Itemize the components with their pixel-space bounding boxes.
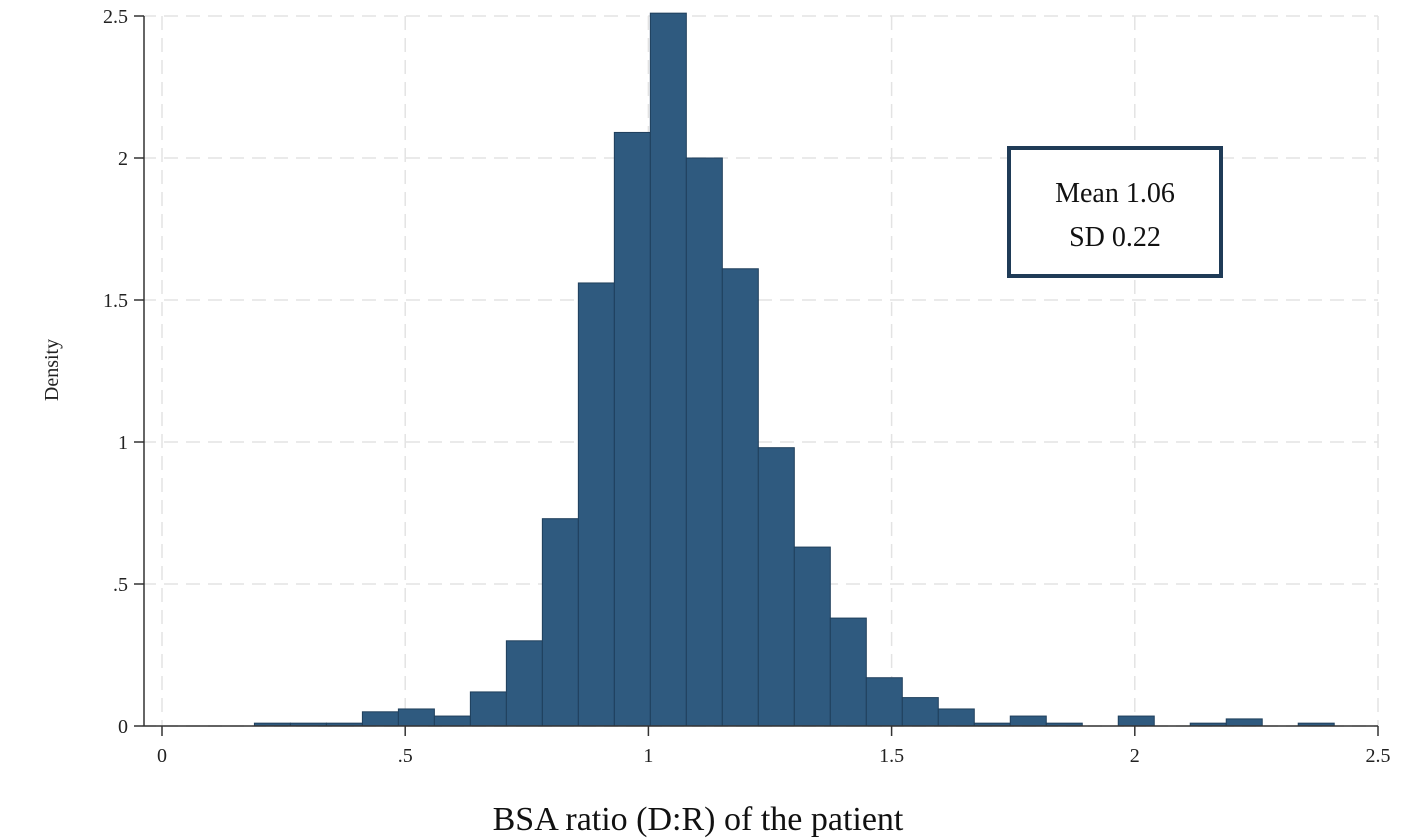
x-tick-label: .5 [398,745,413,767]
y-tick-label: .5 [113,574,128,596]
mean-stat: Mean 1.06 [1055,178,1175,209]
axes [134,15,1379,736]
tick-labels: 0 .5 1 1.5 2 2.5 0 .5 1 1.5 2 2.5 [103,6,1391,767]
histogram-bar-13 [721,268,759,727]
histogram-bar-19 [937,708,975,727]
y-tick-label: 2.5 [103,6,128,28]
histogram-bar-4 [397,708,435,727]
stats-box-border [1007,146,1223,278]
x-tick-label: 1 [643,745,653,767]
histogram-bar-17 [865,677,903,727]
y-tick-label: 1 [118,432,128,454]
histogram-bar-25 [1225,718,1263,727]
histogram-bar-8 [541,518,579,727]
histogram-bar-16 [829,617,867,727]
x-tick-label: 1.5 [879,745,904,767]
stats-annotation-box: Mean 1.06 SD 0.22 [1007,146,1223,278]
histogram-bar-3 [361,711,399,727]
x-tick-label: 2.5 [1366,745,1391,767]
x-tick-label: 2 [1130,745,1140,767]
y-tick-label: 0 [118,716,128,738]
histogram-bars [253,12,1335,727]
histogram-bar-9 [577,282,615,727]
y-tick-label: 2 [118,148,128,170]
histogram-bar-11 [649,12,687,727]
x-axis-label: BSA ratio (D:R) of the patient [493,801,904,838]
histogram-bar-5 [433,715,471,727]
histogram-bar-14 [757,447,795,727]
histogram-bar-7 [505,640,543,727]
histogram-bar-10 [613,131,651,727]
x-tick-label: 0 [157,745,167,767]
histogram-bar-18 [901,697,939,727]
y-tick-label: 1.5 [103,290,128,312]
sd-stat: SD 0.22 [1069,222,1161,253]
histogram-bar-6 [469,691,507,727]
histogram-bar-23 [1117,715,1155,727]
histogram-bar-15 [793,546,831,727]
histogram-bar-12 [685,157,723,727]
y-axis-label: Density [41,339,63,401]
histogram-bar-21 [1009,715,1047,727]
